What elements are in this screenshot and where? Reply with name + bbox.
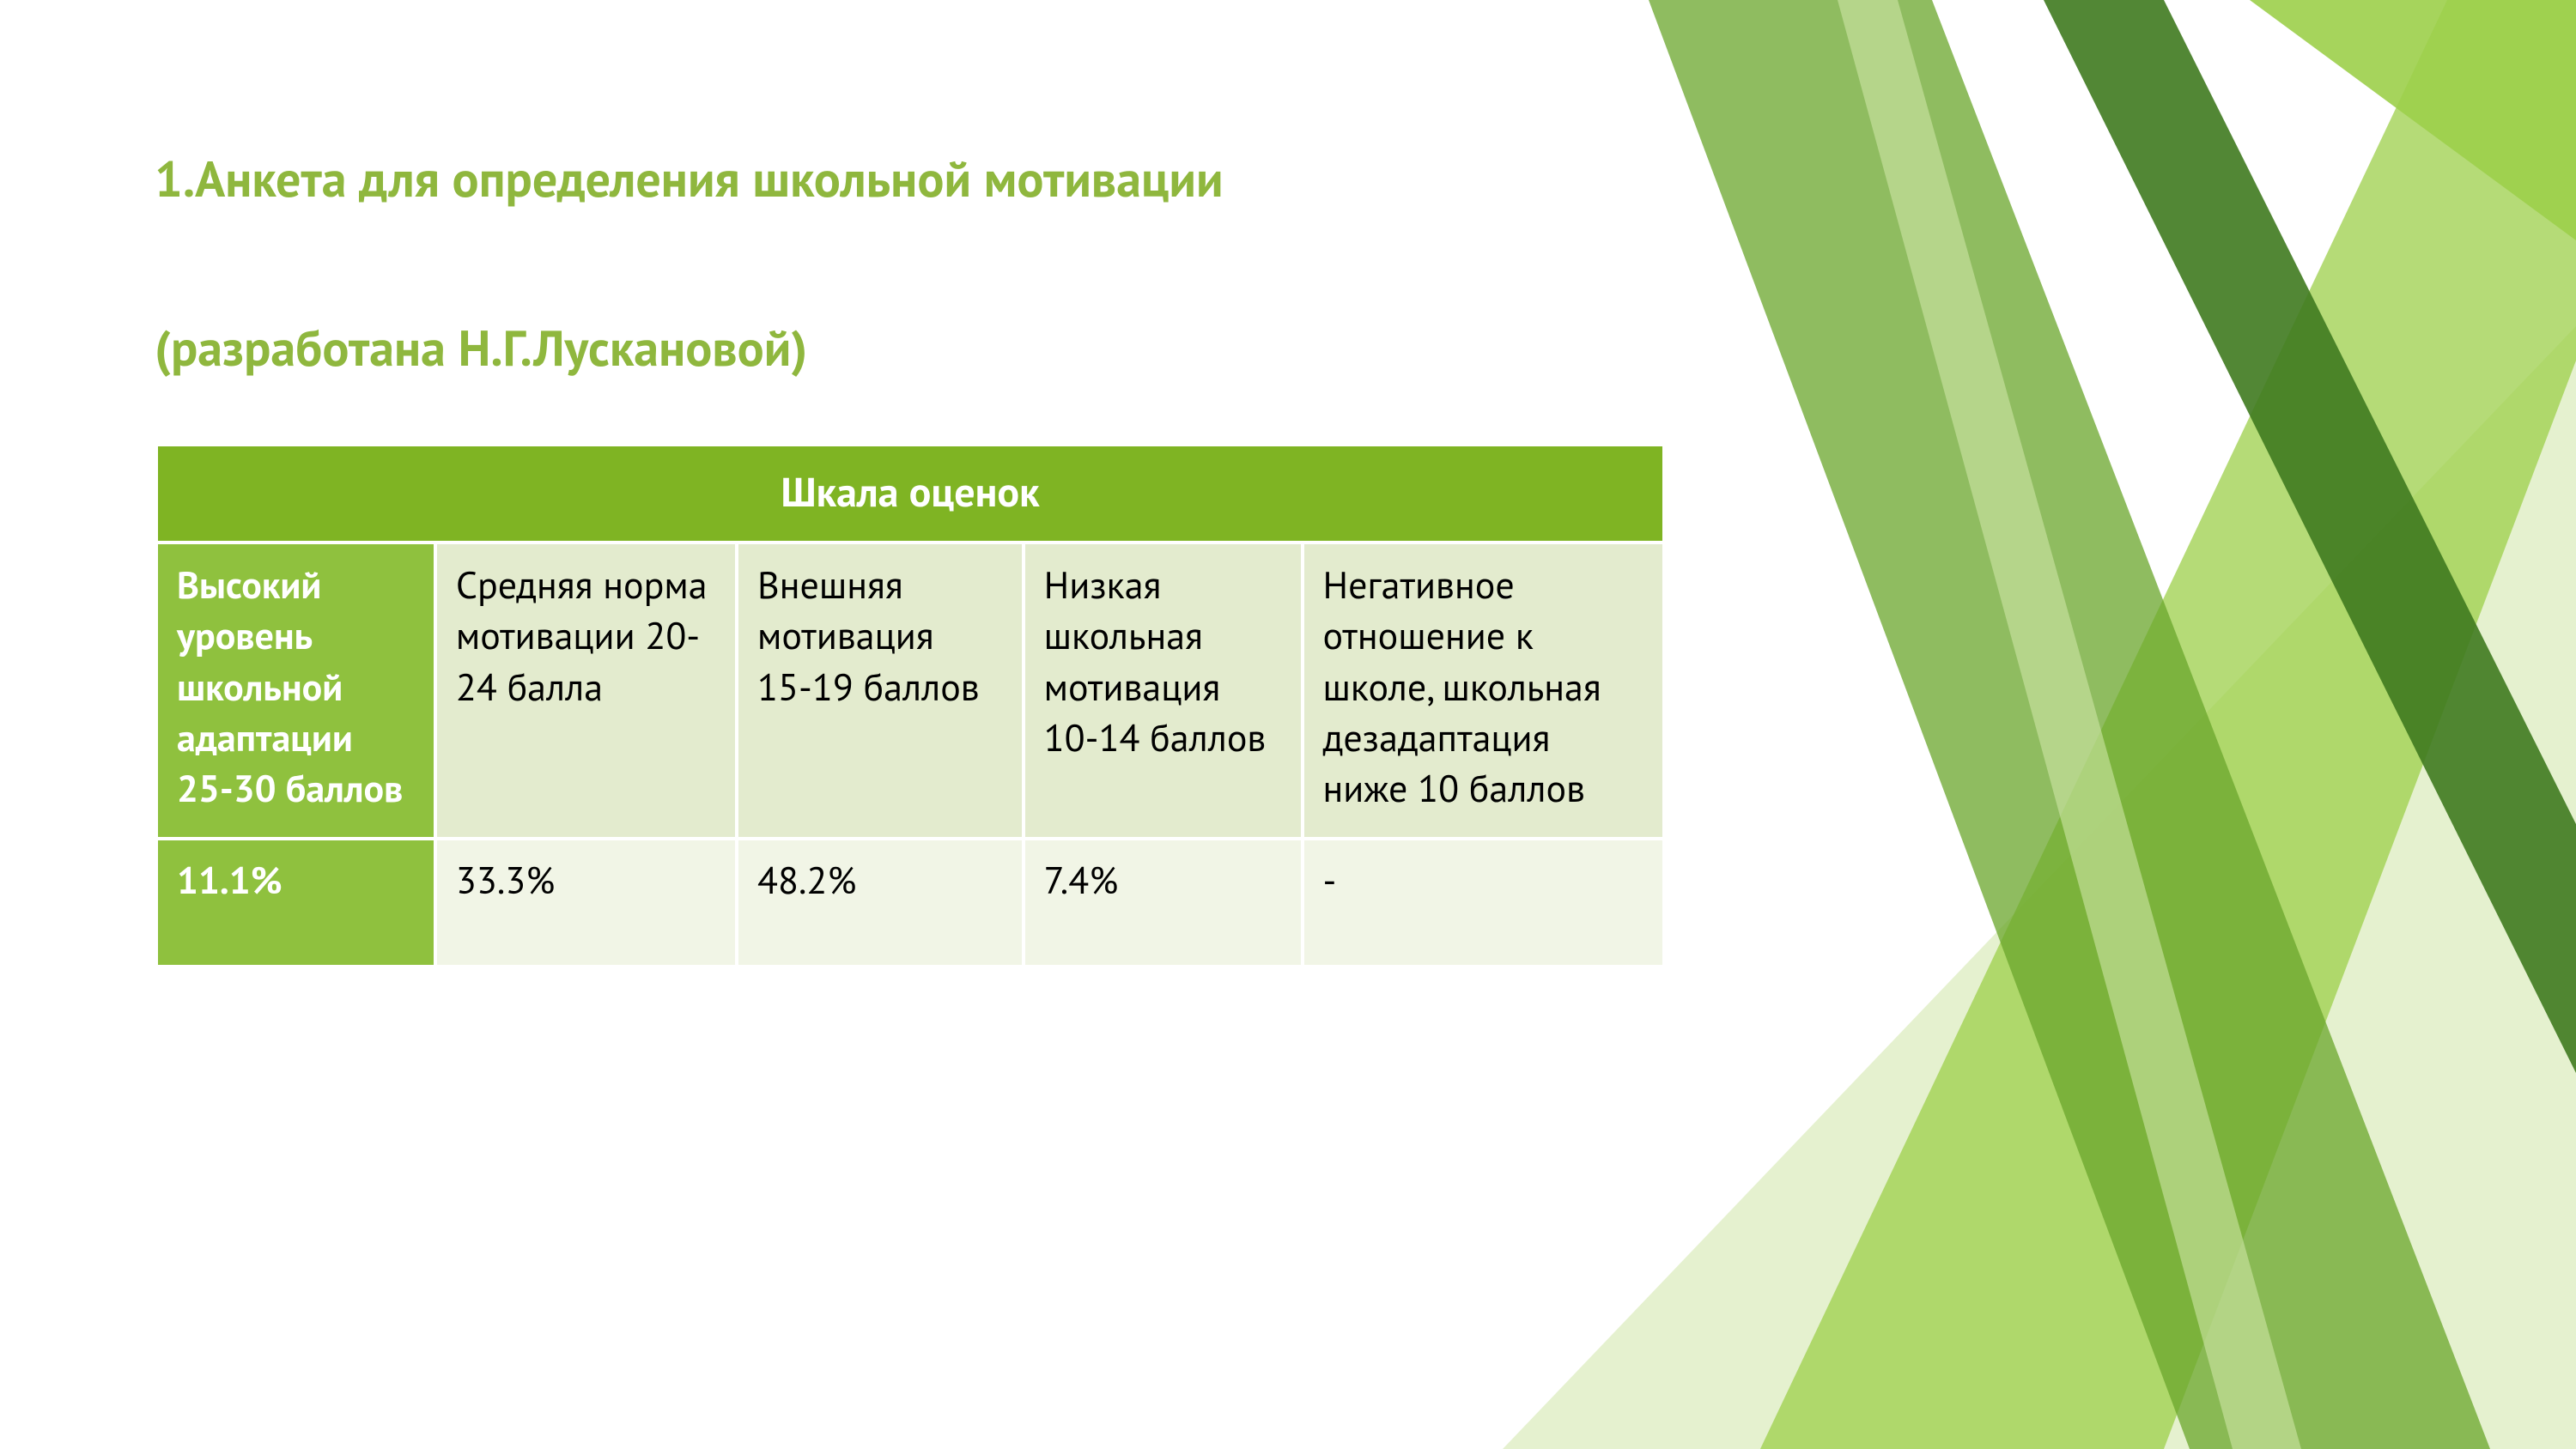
val-4: 7.4% (1024, 839, 1303, 967)
val-2: 33.3% (435, 839, 737, 967)
slide: 1.Анкета для определения школьной мотива… (0, 0, 2576, 1449)
col-head-1: Высокий уровень школьной адаптации25-30 … (156, 543, 435, 839)
slide-title: 1.Анкета для определения школьной мотива… (155, 137, 1666, 391)
table-columns-row: Высокий уровень школьной адаптации25-30 … (156, 543, 1664, 839)
val-3: 48.2% (737, 839, 1024, 967)
col-head-2: Средняя норма мотивации 20-24 балла (435, 543, 737, 839)
table-header: Шкала оценок (156, 445, 1664, 543)
col-head-4: Низкая школьная мотивация10-14 баллов (1024, 543, 1303, 839)
title-line-1: 1.Анкета для определения школьной мотива… (155, 147, 1224, 211)
val-5: - (1303, 839, 1664, 967)
rating-scale-table: Шкала оценок Высокий уровень школьной ад… (155, 443, 1666, 968)
presentation-stage: 1.Анкета для определения школьной мотива… (0, 0, 2576, 1449)
col-head-3: Внешняя мотивация15-19 баллов (737, 543, 1024, 839)
slide-content: 1.Анкета для определения школьной мотива… (155, 137, 1666, 968)
val-1: 11.1% (156, 839, 435, 967)
title-line-2: (разработана Н.Г.Лускановой) (155, 316, 807, 380)
col-head-5: Негативное отношение к школе, школьная д… (1303, 543, 1664, 839)
table-values-row: 11.1% 33.3% 48.2% 7.4% - (156, 839, 1664, 967)
